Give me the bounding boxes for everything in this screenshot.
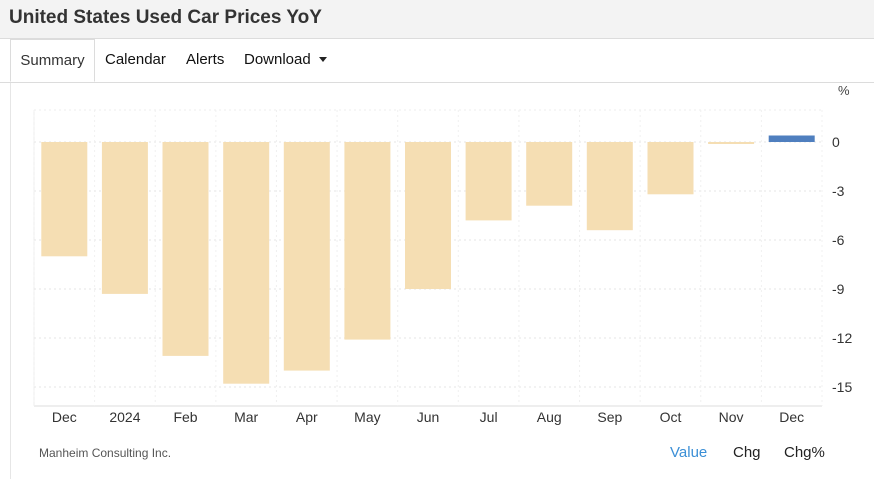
- bar: [344, 142, 391, 340]
- x-tick-label: Oct: [660, 409, 682, 425]
- y-tick-label: 0: [832, 134, 840, 150]
- x-tick-label: Aug: [537, 409, 562, 425]
- bar: [708, 142, 755, 144]
- x-tick-label: Sep: [597, 409, 622, 425]
- tab-bar: Summary Calendar Alerts Download: [0, 39, 874, 83]
- tab-download-label: Download: [244, 51, 311, 68]
- chg-percent-view-button[interactable]: Chg%: [784, 444, 825, 461]
- x-tick-label: Jul: [480, 409, 498, 425]
- bar: [586, 142, 633, 231]
- bar: [41, 142, 88, 257]
- tab-download[interactable]: Download: [244, 39, 327, 82]
- bar: [526, 142, 573, 206]
- value-view-button[interactable]: Value: [670, 444, 708, 461]
- y-tick-label: -15: [832, 379, 852, 395]
- bar: [101, 142, 148, 294]
- chg-view-button[interactable]: Chg: [733, 444, 761, 461]
- y-tick-label: -3: [832, 183, 845, 199]
- x-tick-label: Feb: [173, 409, 197, 425]
- bar: [647, 142, 694, 195]
- x-tick-label: Apr: [296, 409, 318, 425]
- y-tick-label: -9: [832, 281, 845, 297]
- x-tick-label: Nov: [719, 409, 744, 425]
- x-tick-label: Dec: [52, 409, 77, 425]
- x-tick-label: Dec: [779, 409, 804, 425]
- caret-down-icon: [318, 56, 327, 62]
- unit-label: %: [838, 83, 850, 98]
- page-title: United States Used Car Prices YoY: [9, 7, 322, 28]
- y-tick-label: -12: [832, 330, 852, 346]
- bar: [162, 142, 209, 356]
- source-label: Manheim Consulting Inc.: [39, 446, 172, 460]
- y-tick-label: -6: [832, 232, 845, 248]
- tab-alerts[interactable]: Alerts: [186, 51, 225, 68]
- x-tick-label: Jun: [417, 409, 440, 425]
- bar-chart: 0 -3 -6 -9 -12 -15% Dec 2024 Feb Mar Apr May Jun Jul A…: [33, 83, 852, 425]
- x-tick-label: 2024: [109, 409, 140, 425]
- panel-border: [10, 83, 11, 479]
- x-tick-label: Mar: [234, 409, 258, 425]
- bar: [768, 135, 815, 142]
- x-tick-label: May: [354, 409, 380, 425]
- tab-calendar[interactable]: Calendar: [105, 51, 166, 68]
- bar: [405, 142, 451, 289]
- bar: [223, 142, 270, 384]
- bar: [283, 142, 330, 371]
- tab-summary[interactable]: Summary: [10, 39, 95, 82]
- bar: [465, 142, 512, 221]
- header-bar: United States Used Car Prices YoY: [0, 0, 874, 39]
